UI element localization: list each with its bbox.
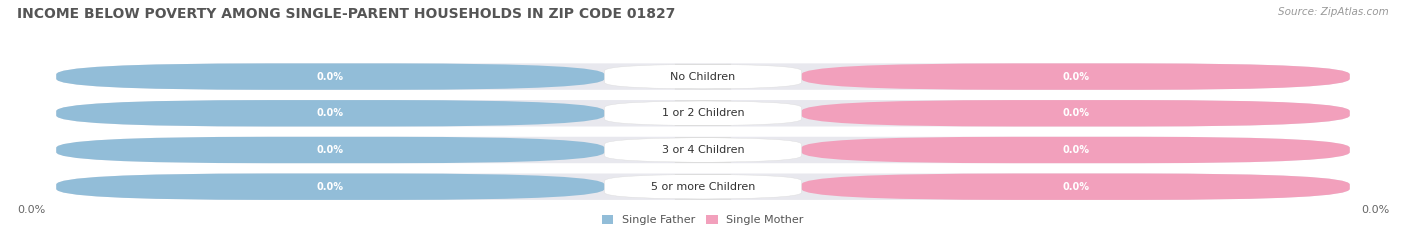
FancyBboxPatch shape xyxy=(56,174,1350,200)
Text: 0.0%: 0.0% xyxy=(1062,108,1090,118)
FancyBboxPatch shape xyxy=(801,100,1350,127)
FancyBboxPatch shape xyxy=(56,137,1350,163)
Text: 3 or 4 Children: 3 or 4 Children xyxy=(662,145,744,155)
Text: Source: ZipAtlas.com: Source: ZipAtlas.com xyxy=(1278,7,1389,17)
Text: 0.0%: 0.0% xyxy=(316,72,344,82)
FancyBboxPatch shape xyxy=(801,174,1350,200)
FancyBboxPatch shape xyxy=(801,137,1350,163)
FancyBboxPatch shape xyxy=(605,101,801,126)
Text: 0.0%: 0.0% xyxy=(1361,205,1389,215)
FancyBboxPatch shape xyxy=(56,100,1350,127)
FancyBboxPatch shape xyxy=(56,137,605,163)
FancyBboxPatch shape xyxy=(605,137,801,162)
Text: 0.0%: 0.0% xyxy=(17,205,45,215)
FancyBboxPatch shape xyxy=(56,63,1350,90)
Text: 0.0%: 0.0% xyxy=(1062,145,1090,155)
FancyBboxPatch shape xyxy=(56,174,605,200)
FancyBboxPatch shape xyxy=(605,174,801,199)
Text: 0.0%: 0.0% xyxy=(1062,182,1090,192)
Text: 0.0%: 0.0% xyxy=(316,108,344,118)
Text: 0.0%: 0.0% xyxy=(316,182,344,192)
Text: 5 or more Children: 5 or more Children xyxy=(651,182,755,192)
Text: 0.0%: 0.0% xyxy=(1062,72,1090,82)
FancyBboxPatch shape xyxy=(56,63,605,90)
Text: No Children: No Children xyxy=(671,72,735,82)
FancyBboxPatch shape xyxy=(605,64,801,89)
Text: INCOME BELOW POVERTY AMONG SINGLE-PARENT HOUSEHOLDS IN ZIP CODE 01827: INCOME BELOW POVERTY AMONG SINGLE-PARENT… xyxy=(17,7,675,21)
Text: 1 or 2 Children: 1 or 2 Children xyxy=(662,108,744,118)
Legend: Single Father, Single Mother: Single Father, Single Mother xyxy=(598,211,808,230)
FancyBboxPatch shape xyxy=(56,100,605,127)
FancyBboxPatch shape xyxy=(801,63,1350,90)
Text: 0.0%: 0.0% xyxy=(316,145,344,155)
